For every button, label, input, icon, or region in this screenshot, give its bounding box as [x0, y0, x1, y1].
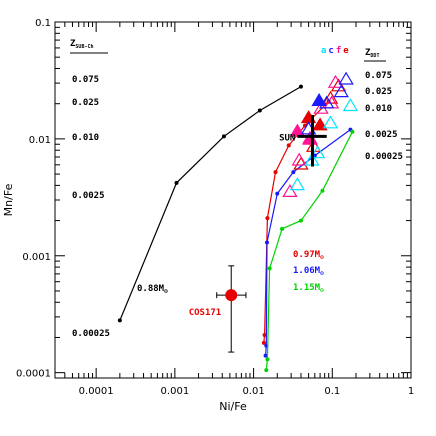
triangle-marker-3 — [302, 131, 318, 145]
model-letter-a: a — [321, 46, 326, 56]
mass-label-106-value: 1.06M — [293, 266, 321, 276]
z-sub-ch-value-000025: 0.00025 — [72, 329, 110, 339]
series-point-1 — [273, 170, 278, 175]
series-point-3 — [267, 266, 272, 271]
cos171-point — [225, 289, 238, 302]
cos171-label: COS171 — [189, 308, 222, 318]
mass-label-088-value: 0.88M — [137, 284, 165, 294]
series-point-2 — [264, 240, 269, 245]
triangle-marker-4 — [338, 71, 354, 85]
y-tick-label: 0.1 — [35, 18, 51, 29]
z-sub-ch-value-0075: 0.075 — [72, 75, 99, 85]
z-ddt-value-0075: 0.075 — [365, 71, 392, 81]
z-ddt-heading-letter: Z — [365, 48, 371, 58]
plot-frame — [54, 21, 412, 379]
axis-tick-labels: 0.0001 0.001 0.01 0.1 1 0.0001 0.001 0.01 0.1 — [16, 18, 414, 397]
triangle-marker-2 — [291, 152, 307, 166]
series-layer — [117, 84, 355, 373]
y-axis-label: Mn/Fe — [2, 183, 15, 216]
mass-label-088: 0.88M⊙ — [137, 284, 168, 295]
series-point-0 — [298, 84, 303, 89]
series-point-1 — [261, 340, 266, 345]
y-tick-label: 0.0001 — [16, 369, 51, 380]
triangle-marker-6 — [289, 177, 306, 191]
series-point-3 — [320, 188, 325, 193]
series-point-1 — [286, 143, 291, 148]
triangle-marker-2 — [327, 74, 344, 88]
series-point-1 — [265, 216, 270, 221]
z-ddt-value-000025: 0.00025 — [365, 152, 403, 162]
x-tick-label: 1 — [408, 386, 414, 397]
z-sub-ch-heading-subscript: SUB-Ch — [75, 44, 93, 50]
sun-marker: SUN — [279, 115, 327, 167]
series-point-0 — [221, 134, 226, 139]
mass-label-106: 1.06M⊙ — [293, 266, 324, 277]
x-axis-label: Ni/Fe — [219, 400, 247, 413]
triangle-marker-1 — [312, 117, 328, 131]
x-tick-label: 0.01 — [242, 386, 264, 397]
mass-label-115-value: 1.15M — [293, 283, 321, 293]
series-point-0 — [117, 318, 122, 323]
z-ddt-value-0025: 0.025 — [365, 87, 392, 97]
triangle-marker-2 — [282, 184, 298, 197]
y-tick-label: 0.01 — [29, 135, 51, 146]
series-point-0 — [257, 108, 262, 113]
mass-label-115: 1.15M⊙ — [293, 283, 324, 294]
mass-labels: 0.88M⊙ 0.97M⊙ 1.06M⊙ 1.15M⊙ — [137, 250, 324, 295]
triangle-marker-6 — [342, 98, 359, 112]
series-point-0 — [174, 180, 179, 185]
x-tick-label: 0.001 — [161, 386, 190, 397]
mass-label-097-value: 0.97M — [293, 250, 321, 260]
z-ddt-heading: ZDDT — [365, 48, 379, 59]
mass-label-088-sub: ⊙ — [164, 288, 168, 295]
triangle-marker-4 — [333, 84, 349, 98]
z-ddt-heading-subscript: DDT — [370, 53, 379, 59]
series-point-3 — [280, 226, 285, 231]
x-tick-label: 0.0001 — [79, 386, 114, 397]
mass-label-097: 0.97M⊙ — [293, 250, 324, 261]
series-point-2 — [275, 191, 280, 196]
series-point-3 — [350, 129, 355, 134]
triangle-marker-3 — [289, 123, 306, 137]
mass-label-106-sub: ⊙ — [320, 270, 324, 277]
model-letter-c: c — [328, 46, 333, 56]
series-point-3 — [265, 357, 270, 362]
cos171-marker: COS171 — [189, 265, 247, 353]
z-ddt-legend: ZDDT 0.075 0.025 0.010 0.0025 0.00025 — [364, 48, 403, 162]
triangle-marker-6 — [322, 115, 339, 129]
triangle-marker-5 — [311, 93, 327, 107]
z-ddt-value-0010: 0.010 — [365, 104, 392, 114]
x-tick-label: 0.1 — [324, 386, 340, 397]
z-sub-ch-value-0025: 0.025 — [72, 98, 99, 108]
z-sub-ch-legend: ZSUB-Ch 0.075 0.025 0.010 0.0025 0.00025 — [70, 39, 110, 339]
z-ddt-value-00025: 0.0025 — [365, 130, 398, 140]
mass-label-097-sub: ⊙ — [320, 254, 324, 261]
series-point-1 — [262, 332, 267, 337]
mass-label-115-sub: ⊙ — [320, 287, 324, 294]
series-point-3 — [298, 218, 303, 223]
model-letter-e: e — [343, 46, 349, 56]
z-sub-ch-value-00025: 0.0025 — [72, 191, 105, 201]
series-point-3 — [264, 368, 269, 373]
z-sub-ch-value-0010: 0.010 — [72, 133, 99, 143]
series-point-2 — [291, 170, 296, 175]
sun-label: SUN — [279, 133, 295, 143]
z-sub-ch-heading: ZSUB-Ch — [70, 39, 93, 50]
axis-ticks — [54, 21, 412, 379]
z-sub-ch-heading-letter: Z — [70, 39, 76, 49]
triangle-marker-6 — [309, 145, 326, 159]
series-point-2 — [263, 353, 268, 358]
model-letter-f: f — [336, 46, 341, 56]
y-tick-label: 0.001 — [22, 252, 51, 263]
